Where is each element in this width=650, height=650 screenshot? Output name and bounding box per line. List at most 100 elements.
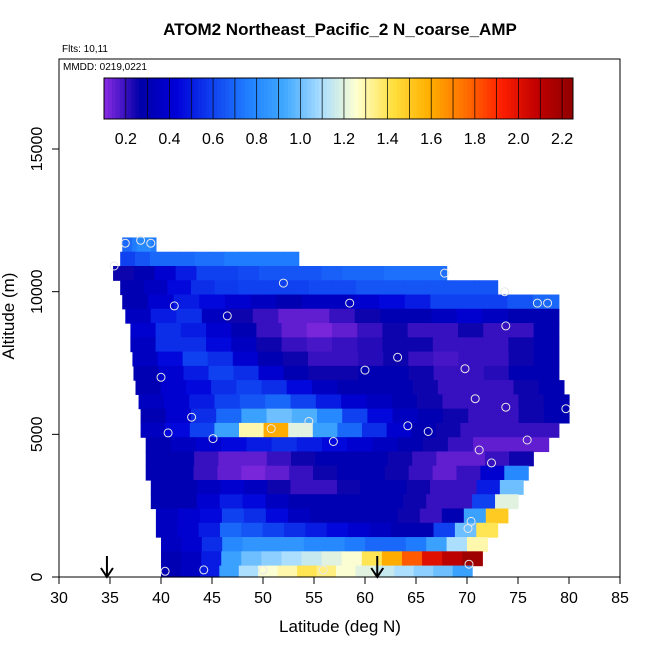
heatmap-cell bbox=[394, 565, 415, 578]
heatmap-cell bbox=[363, 265, 385, 281]
colorbar-tick-label: 1.0 bbox=[289, 131, 311, 148]
heatmap-cell bbox=[302, 294, 329, 310]
sample-point bbox=[187, 412, 197, 422]
heatmap-cell bbox=[383, 365, 410, 381]
y-tick-label: 10000 bbox=[29, 269, 46, 314]
heatmap-cell bbox=[458, 351, 485, 367]
heatmap-cell bbox=[456, 465, 481, 481]
heatmap-cell bbox=[283, 537, 305, 552]
heatmap-cell bbox=[425, 265, 448, 281]
heatmap-cell bbox=[290, 394, 317, 410]
heatmap-cell bbox=[145, 451, 171, 467]
heatmap-cell bbox=[403, 280, 428, 296]
heatmap-cell bbox=[450, 280, 475, 296]
sample-point bbox=[160, 566, 170, 576]
heatmap-cell bbox=[495, 494, 519, 510]
heatmap-cell bbox=[268, 251, 285, 267]
heatmap-cell bbox=[384, 465, 410, 481]
heatmap-cell bbox=[266, 408, 293, 424]
colorbar-tick-label: 1.4 bbox=[376, 131, 398, 148]
heatmap-cell bbox=[263, 422, 289, 438]
heatmap-cell bbox=[413, 565, 434, 578]
heatmap-cell bbox=[405, 537, 427, 552]
heatmap-cell bbox=[286, 380, 313, 395]
heatmap-cell bbox=[342, 265, 364, 281]
heatmap-cell bbox=[182, 351, 209, 367]
colorbar-segment bbox=[514, 78, 519, 119]
colorbar-segment bbox=[490, 78, 496, 119]
heatmap-cell bbox=[135, 380, 162, 395]
colorbar-segment bbox=[553, 78, 558, 119]
heatmap-cell bbox=[458, 365, 485, 381]
heatmap-cell bbox=[317, 408, 343, 424]
sample-point bbox=[532, 298, 542, 308]
sample-point bbox=[470, 394, 480, 404]
heatmap-cell bbox=[241, 408, 268, 424]
x-tick-label: 75 bbox=[509, 590, 527, 607]
heatmap-cell bbox=[384, 265, 406, 281]
sample-point bbox=[258, 565, 268, 575]
heatmap-cell bbox=[120, 280, 145, 296]
colorbar-segment bbox=[104, 78, 109, 119]
colorbar-segment bbox=[330, 78, 336, 119]
heatmap-cell bbox=[242, 494, 267, 510]
heatmap-cell bbox=[279, 265, 302, 281]
heatmap-cell bbox=[150, 479, 175, 495]
heatmap-cell bbox=[508, 351, 535, 367]
heatmap-cell bbox=[239, 394, 266, 410]
heatmap-cell bbox=[312, 422, 338, 438]
x-tick-label: 35 bbox=[101, 590, 119, 607]
sample-point bbox=[501, 321, 511, 331]
heatmap-cell bbox=[379, 280, 404, 296]
heatmap-cell bbox=[397, 437, 424, 453]
heatmap-cell bbox=[173, 294, 200, 310]
heatmap-cell bbox=[238, 280, 263, 296]
heatmap-cell bbox=[147, 294, 175, 310]
heatmap-cell bbox=[397, 508, 421, 524]
y-tick-label: 5000 bbox=[29, 416, 46, 452]
sample-point bbox=[403, 421, 413, 431]
heatmap-cell bbox=[196, 265, 218, 281]
heatmap-cell bbox=[467, 394, 494, 410]
colorbar-segment bbox=[459, 78, 465, 119]
heatmap-cell bbox=[252, 308, 279, 324]
heatmap-cell bbox=[432, 337, 459, 353]
colorbar-segment bbox=[221, 78, 226, 119]
heatmap-cell bbox=[211, 380, 237, 395]
sample-point bbox=[464, 559, 474, 569]
y-axis: 0 5000 10000 15000 bbox=[29, 127, 59, 581]
heatmap-cell bbox=[387, 451, 413, 467]
heatmap-cell bbox=[339, 451, 365, 467]
heatmap-cell bbox=[311, 494, 335, 510]
heatmap-cell bbox=[336, 465, 362, 481]
heatmap-cell bbox=[283, 251, 300, 267]
colorbar-segment bbox=[150, 78, 156, 119]
chart-title: ATOM2 Northeast_Pacific_2 N_coarse_AMP bbox=[163, 20, 517, 39]
heatmap-cell bbox=[155, 508, 179, 524]
colorbar-segment bbox=[510, 78, 515, 119]
heatmap-cell bbox=[199, 294, 226, 310]
colorbar-segment bbox=[487, 78, 492, 119]
heatmap-cell bbox=[289, 465, 314, 481]
colorbar-segment bbox=[186, 78, 191, 119]
heatmap-cell bbox=[271, 437, 298, 453]
heatmap-cell bbox=[165, 408, 192, 424]
heatmap-cell bbox=[347, 437, 373, 453]
heatmap-cell bbox=[206, 323, 232, 338]
sample-point bbox=[440, 268, 450, 278]
heatmap-cell bbox=[315, 394, 342, 410]
heatmap-cell bbox=[263, 537, 284, 552]
heatmap-cell bbox=[254, 251, 270, 267]
heatmap-cell bbox=[231, 337, 257, 353]
heatmap-cell bbox=[463, 508, 487, 524]
colorbar-segment bbox=[229, 78, 234, 119]
heatmap-cell bbox=[133, 365, 160, 381]
sample-point bbox=[169, 301, 179, 311]
heatmap-cell bbox=[155, 337, 182, 353]
heatmap-cells bbox=[113, 237, 570, 578]
heatmap-cell bbox=[265, 494, 290, 510]
heatmap-cell bbox=[333, 365, 360, 381]
colorbar-segment bbox=[479, 78, 484, 119]
plot-area: MMDD: 0219,0221 bbox=[58, 58, 621, 579]
heatmap-cell bbox=[383, 351, 409, 367]
